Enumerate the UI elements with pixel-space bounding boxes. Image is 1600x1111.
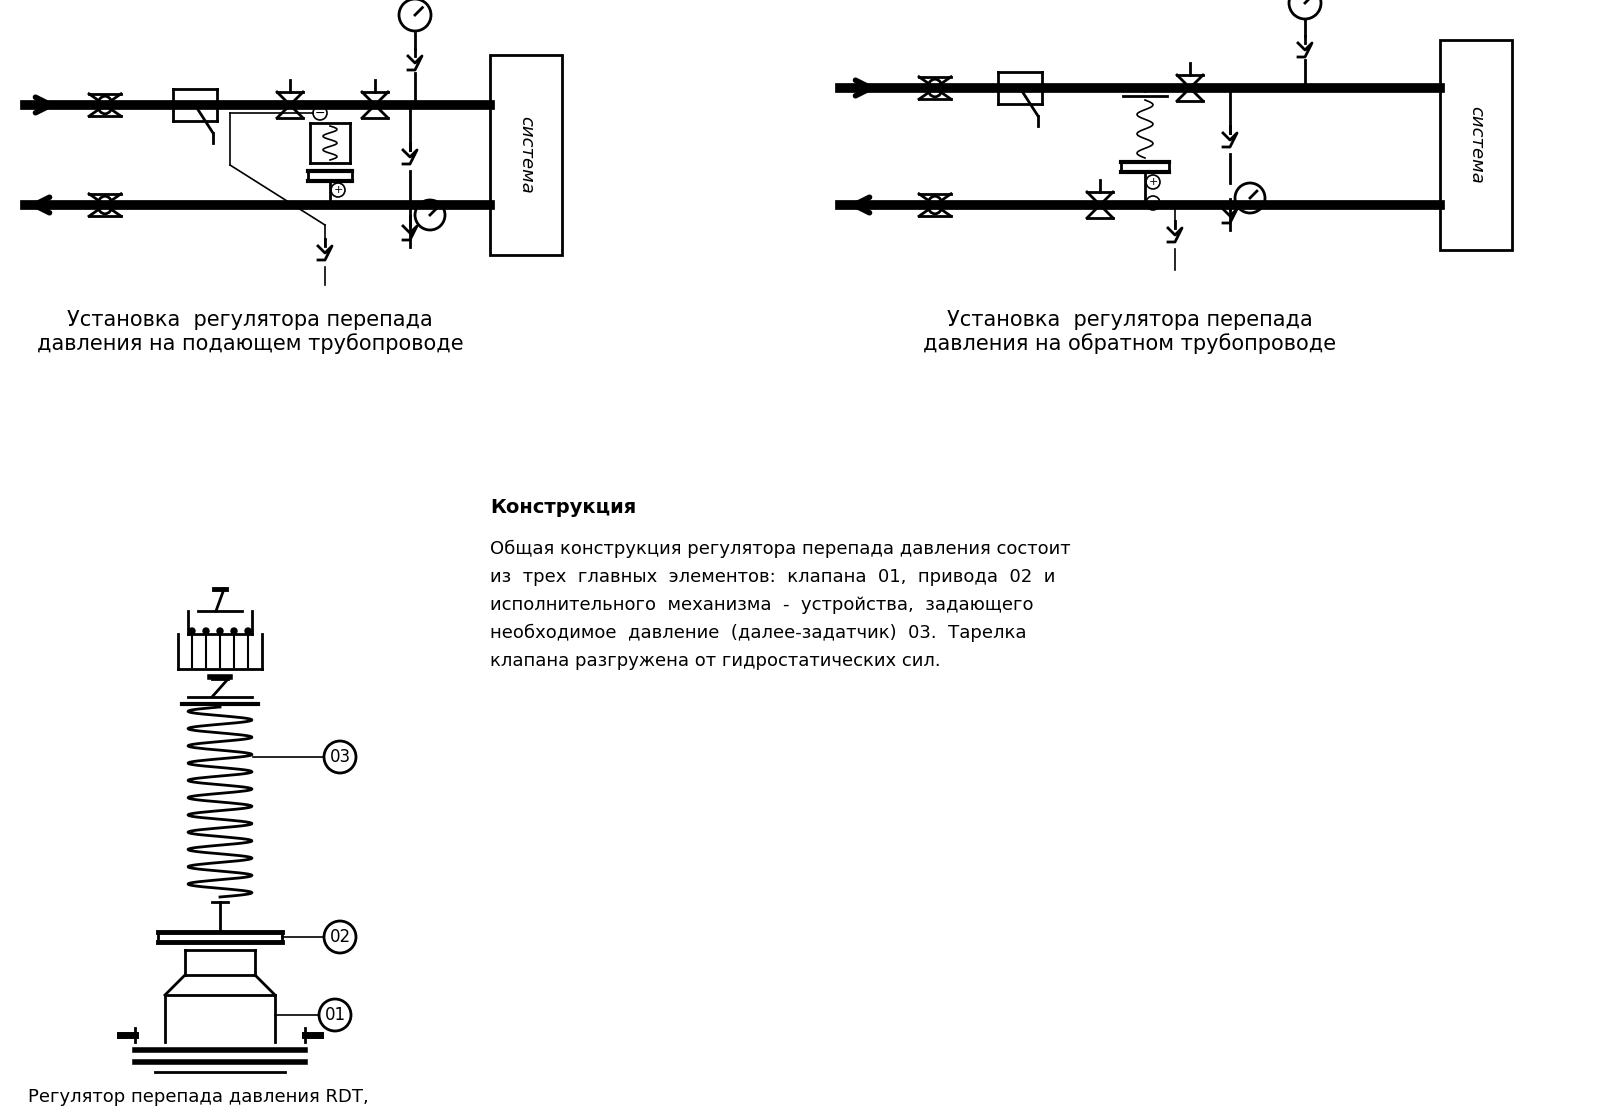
Text: Регулятор перепада давления RDT,: Регулятор перепада давления RDT, [29, 1088, 368, 1105]
Text: −: − [315, 107, 325, 120]
Text: Общая конструкция регулятора перепада давления состоит: Общая конструкция регулятора перепада да… [490, 540, 1070, 558]
Circle shape [218, 628, 222, 634]
Text: Установка  регулятора перепада
давления на подающем трубопроводе: Установка регулятора перепада давления н… [37, 310, 464, 354]
Circle shape [203, 628, 210, 634]
Text: +: + [333, 186, 342, 196]
Text: клапана разгружена от гидростатических сил.: клапана разгружена от гидростатических с… [490, 652, 941, 670]
Text: 03: 03 [330, 748, 350, 765]
Text: Установка  регулятора перепада
давления на обратном трубопроводе: Установка регулятора перепада давления н… [923, 310, 1336, 354]
Text: 01: 01 [325, 1005, 346, 1024]
Text: Конструкция: Конструкция [490, 498, 637, 517]
Text: +: + [1149, 177, 1158, 187]
Text: необходимое  давление  (далее-задатчик)  03.  Тарелка: необходимое давление (далее-задатчик) 03… [490, 624, 1027, 642]
Circle shape [245, 628, 251, 634]
Text: система: система [517, 117, 534, 194]
Circle shape [189, 628, 195, 634]
Text: −: − [1147, 197, 1158, 210]
Text: 02: 02 [330, 928, 350, 945]
Text: из  трех  главных  элементов:  клапана  01,  привода  02  и: из трех главных элементов: клапана 01, п… [490, 568, 1056, 585]
Text: исполнительного  механизма  -  устройства,  задающего: исполнительного механизма - устройства, … [490, 595, 1034, 614]
Text: система: система [1467, 107, 1485, 184]
Circle shape [230, 628, 237, 634]
